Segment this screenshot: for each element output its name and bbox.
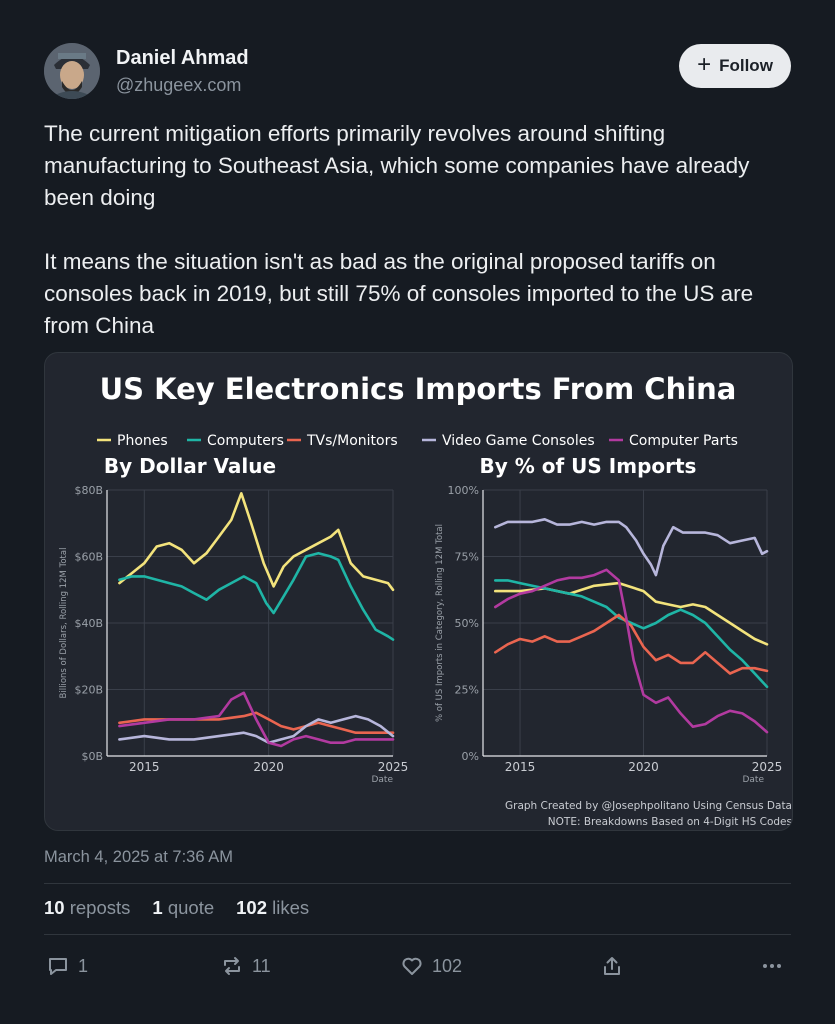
post-timestamp: March 4, 2025 at 7:36 AM — [44, 848, 233, 866]
y-tick-label: $40B — [74, 617, 103, 630]
more-icon — [763, 964, 781, 968]
action-bar: 1 11 102 — [44, 954, 791, 984]
legend-item: TVs/Monitors — [287, 433, 398, 449]
legend-label: Computer Parts — [629, 433, 738, 449]
series-line-phones — [493, 581, 769, 646]
repost-button[interactable]: 11 — [220, 954, 271, 978]
legend-item: Phones — [97, 433, 168, 449]
chart-image[interactable]: US Key Electronics Imports From China Ph… — [44, 352, 793, 831]
legend-label: Computers — [207, 433, 284, 449]
likes-label: likes — [272, 897, 310, 918]
y-tick-label: 75% — [455, 551, 479, 564]
reply-count: 1 — [78, 955, 89, 976]
series-line-computer-parts — [493, 568, 769, 734]
chart-note-source: Graph Created by @Josephpolitano Using C… — [505, 800, 792, 812]
post-text: The current mitigation efforts primarily… — [44, 121, 754, 338]
more-options-button[interactable] — [760, 954, 784, 978]
like-button[interactable]: 102 — [400, 954, 462, 978]
x-tick-label: 2020 — [253, 760, 284, 774]
likes-count: 102 — [236, 897, 267, 918]
y-tick-label: $80B — [74, 484, 103, 497]
share-icon — [604, 957, 620, 975]
chart-title: US Key Electronics Imports From China — [100, 372, 737, 406]
y-tick-label: 25% — [455, 684, 479, 697]
likes-stat[interactable]: 102 likes — [236, 897, 309, 919]
x-axis-label: Date — [742, 775, 764, 785]
y-tick-label: $20B — [74, 684, 103, 697]
author-name[interactable]: Daniel Ahmad — [116, 47, 249, 69]
legend-label: Phones — [117, 433, 168, 449]
divider — [44, 934, 791, 935]
y-tick-label: $60B — [74, 551, 103, 564]
divider — [44, 883, 791, 884]
y-tick-label: 50% — [455, 617, 479, 630]
legend-item: Video Game Consoles — [422, 433, 595, 449]
legend-label: TVs/Monitors — [306, 433, 398, 449]
reposts-stat[interactable]: 10 reposts — [44, 897, 130, 919]
chart-figure: US Key Electronics Imports From China Ph… — [59, 372, 792, 828]
series-line-tvs-monitors — [493, 613, 769, 675]
repost-count: 11 — [252, 955, 271, 976]
like-count: 102 — [432, 955, 463, 976]
y-tick-label: $0B — [81, 750, 103, 763]
reply-icon — [49, 958, 67, 975]
x-tick-label: 2025 — [378, 760, 409, 774]
author-avatar[interactable] — [44, 43, 100, 99]
series-line-phones — [118, 492, 395, 592]
quotes-stat[interactable]: 1 quote — [152, 897, 214, 919]
x-tick-label: 2020 — [628, 760, 659, 774]
share-button[interactable] — [600, 954, 624, 978]
series-line-computers — [118, 551, 395, 641]
series-line-video-game-consoles — [118, 714, 395, 745]
quotes-count: 1 — [152, 897, 163, 918]
author-handle[interactable]: @zhugeex.com — [116, 75, 242, 95]
legend-item: Computers — [187, 433, 284, 449]
x-axis-label: Date — [371, 775, 393, 785]
post-stats: 10 reposts 1 quote 102 likes — [44, 897, 309, 919]
chart-note-breakdowns: NOTE: Breakdowns Based on 4-Digit HS Cod… — [548, 816, 792, 828]
y-axis-label: % of US Imports in Category, Rolling 12M… — [435, 524, 445, 722]
panel-title: By Dollar Value — [104, 454, 276, 478]
reply-button[interactable]: 1 — [46, 954, 88, 978]
x-tick-label: 2015 — [505, 760, 536, 774]
chart-legend: Phones Computers TVs/Monitors Video Game Co… — [97, 433, 738, 449]
repost-icon — [224, 957, 240, 975]
legend-item: Computer Parts — [609, 433, 738, 449]
legend-label: Video Game Consoles — [442, 433, 595, 449]
heart-icon — [402, 957, 422, 975]
x-tick-label: 2025 — [752, 760, 783, 774]
avatar-portrait-icon — [44, 43, 100, 99]
follow-label: Follow — [719, 56, 773, 75]
chart-panel-percent-imports: By % of US Imports 0% 25% 50% 75% 100% 2015 202… — [435, 454, 782, 785]
y-tick-label: 0% — [462, 750, 479, 763]
follow-button[interactable]: + Follow — [679, 44, 791, 88]
plus-icon: + — [697, 51, 712, 78]
reposts-count: 10 — [44, 897, 65, 918]
series-line-video-game-consoles — [493, 518, 769, 577]
panel-title: By % of US Imports — [480, 454, 697, 478]
y-tick-label: 100% — [448, 484, 479, 497]
y-axis-label: Billions of Dollars, Rolling 12M Total — [59, 548, 69, 699]
series-line-computers — [493, 579, 769, 689]
quotes-label: quote — [167, 897, 215, 918]
series-line-computer-parts — [118, 691, 395, 748]
reposts-label: reposts — [69, 897, 131, 918]
x-tick-label: 2015 — [129, 760, 160, 774]
chart-panel-dollar-value: By Dollar Value $0B $20B $40B $60B $80B 2015 20… — [59, 454, 408, 785]
